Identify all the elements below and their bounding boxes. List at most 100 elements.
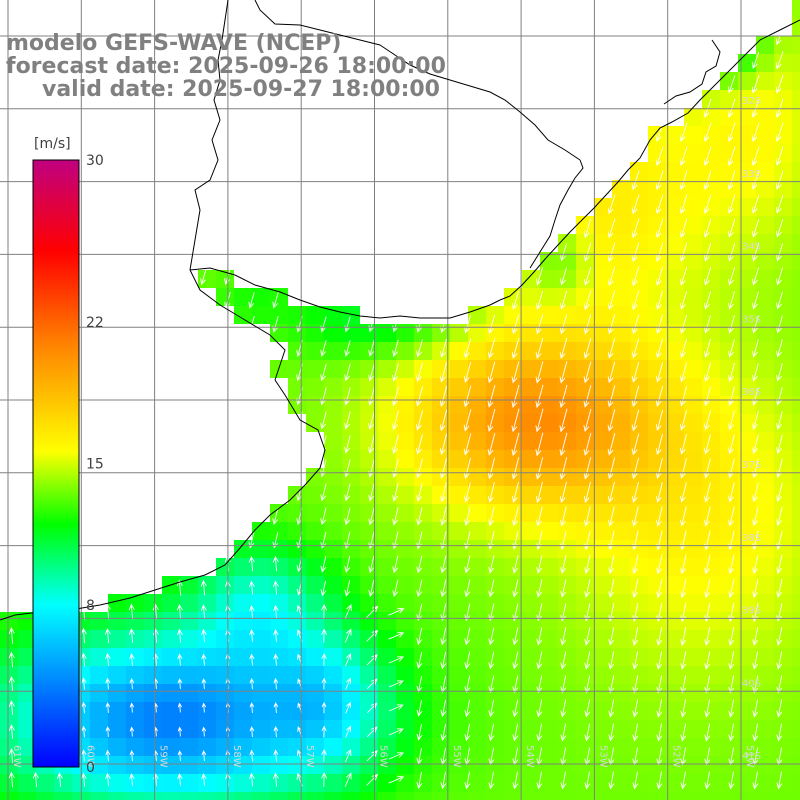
wind-arrow bbox=[81, 701, 87, 714]
wind-speed-cell bbox=[414, 432, 432, 450]
wind-arrow bbox=[439, 409, 448, 432]
wind-speed-cell bbox=[378, 720, 396, 738]
wind-arrow bbox=[751, 219, 760, 238]
wind-speed-cell bbox=[522, 540, 540, 558]
wind-speed-cell bbox=[270, 702, 288, 720]
wind-arrow bbox=[512, 579, 519, 598]
wind-speed-cell bbox=[324, 774, 342, 792]
wind-arrow bbox=[728, 578, 735, 599]
wind-arrow bbox=[440, 555, 447, 574]
wind-speed-cell bbox=[702, 522, 720, 540]
wind-speed-cell bbox=[774, 360, 792, 378]
wind-speed-cell bbox=[756, 162, 774, 180]
wind-speed-cell bbox=[288, 756, 306, 774]
wind-speed-cell bbox=[504, 342, 522, 360]
wind-speed-cell bbox=[702, 342, 720, 360]
wind-speed-cell bbox=[756, 216, 774, 234]
wind-arrow bbox=[177, 726, 182, 737]
wind-speed-cell bbox=[216, 774, 234, 792]
wind-speed-cell bbox=[684, 720, 702, 738]
wind-arrow bbox=[320, 580, 327, 597]
wind-speed-cell bbox=[180, 792, 198, 800]
wind-speed-cell bbox=[684, 270, 702, 288]
wind-arrow bbox=[344, 653, 352, 667]
wind-arrow bbox=[464, 603, 471, 622]
wind-speed-cell bbox=[792, 468, 800, 486]
wind-speed-cell bbox=[324, 306, 342, 324]
wind-arrow bbox=[583, 457, 592, 480]
wind-speed-cell bbox=[612, 576, 630, 594]
wind-arrow bbox=[201, 628, 207, 643]
longitude-labels: 61W 60W 59W 58W 57W 56W 55W 54W 53W 52W 51W bbox=[11, 745, 755, 768]
wind-speed-cell bbox=[702, 306, 720, 324]
wind-speed-cell bbox=[612, 558, 630, 576]
wind-speed-cell bbox=[612, 468, 630, 486]
wind-speed-cell bbox=[342, 702, 360, 720]
wind-arrow bbox=[392, 579, 399, 598]
wind-arrow bbox=[703, 291, 712, 310]
wind-arrow bbox=[751, 243, 760, 262]
wind-speed-cell bbox=[774, 720, 792, 738]
wind-arrow bbox=[703, 194, 712, 215]
wind-arrow bbox=[679, 506, 687, 527]
wind-speed-cell bbox=[558, 540, 576, 558]
wind-speed-cell bbox=[396, 756, 414, 774]
wind-arrow bbox=[8, 747, 15, 764]
wind-arrow bbox=[776, 315, 783, 334]
wind-speed-cell bbox=[666, 612, 684, 630]
wind-speed-cell bbox=[540, 630, 558, 648]
wind-speed-cell bbox=[378, 558, 396, 576]
wind-speed-cell bbox=[360, 720, 378, 738]
wind-arrow bbox=[751, 75, 760, 94]
wind-speed-cell bbox=[468, 684, 486, 702]
wind-speed-cell bbox=[720, 432, 738, 450]
wind-speed-cell bbox=[720, 684, 738, 702]
wind-speed-cell bbox=[576, 666, 594, 684]
wind-speed-cell bbox=[342, 594, 360, 612]
wind-arrow bbox=[464, 627, 471, 646]
wind-arrow bbox=[344, 507, 351, 526]
wind-arrow bbox=[488, 627, 495, 646]
wind-arrow bbox=[776, 363, 783, 382]
wind-speed-cell bbox=[450, 414, 468, 432]
wind-arrow bbox=[560, 243, 567, 262]
wind-arrow bbox=[81, 725, 87, 738]
wind-arrow bbox=[752, 291, 759, 310]
wind-speed-cell bbox=[792, 612, 800, 630]
wind-arrow bbox=[703, 267, 712, 286]
wind-arrow bbox=[679, 386, 688, 407]
wind-arrow bbox=[655, 314, 664, 335]
wind-arrow bbox=[320, 483, 327, 502]
wind-speed-cell bbox=[486, 450, 504, 468]
wind-speed-cell bbox=[666, 324, 684, 342]
wind-speed-cell bbox=[684, 216, 702, 234]
colorbar-tick-label: 15 bbox=[86, 457, 104, 473]
wind-speed-cell bbox=[540, 252, 558, 270]
wind-speed-cell bbox=[378, 378, 396, 396]
wind-arrow bbox=[129, 773, 135, 786]
latitude-label: 39S bbox=[742, 606, 761, 617]
wind-speed-cell bbox=[648, 684, 666, 702]
wind-speed-cell bbox=[612, 342, 630, 360]
wind-arrow bbox=[703, 242, 712, 262]
wind-speed-cell bbox=[468, 360, 486, 378]
wind-speed-cell bbox=[108, 648, 126, 666]
wind-speed-cell bbox=[540, 540, 558, 558]
wind-speed-cell bbox=[738, 90, 756, 108]
wind-speed-cell bbox=[468, 594, 486, 612]
wind-arrow bbox=[560, 554, 567, 575]
wind-speed-cell bbox=[414, 378, 432, 396]
wind-arrow bbox=[656, 723, 663, 742]
wind-arrow bbox=[464, 579, 471, 598]
wind-speed-cell bbox=[360, 324, 378, 342]
wind-speed-cell bbox=[252, 576, 270, 594]
wind-speed-cell bbox=[144, 684, 162, 702]
wind-speed-cell bbox=[612, 252, 630, 270]
wind-arrow bbox=[488, 651, 495, 670]
wind-speed-cell bbox=[792, 270, 800, 288]
wind-speed-cell bbox=[720, 540, 738, 558]
wind-speed-cell bbox=[684, 234, 702, 252]
wind-speed-cell bbox=[594, 378, 612, 396]
wind-speed-cell bbox=[666, 252, 684, 270]
wind-speed-cell bbox=[162, 648, 180, 666]
